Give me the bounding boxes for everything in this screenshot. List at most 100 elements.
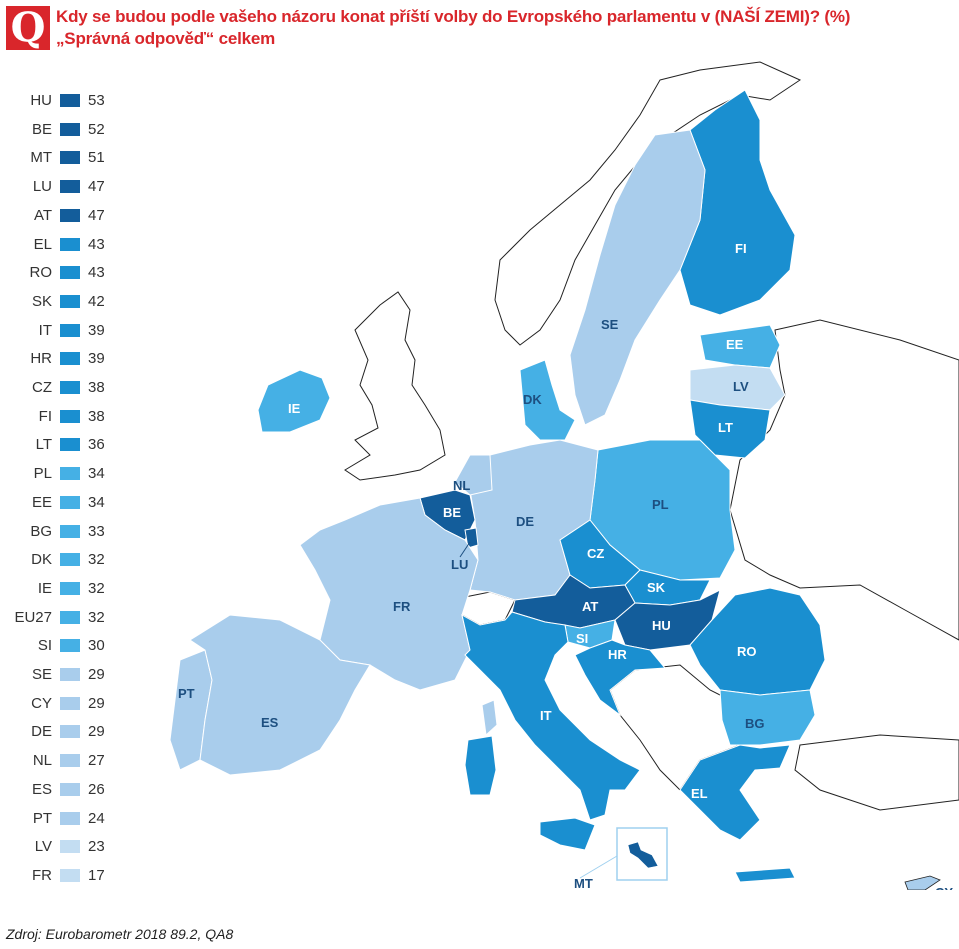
- legend-row-cy: CY 29: [0, 693, 140, 713]
- legend-swatch: [60, 553, 80, 567]
- legend-value: 29: [88, 694, 105, 712]
- map-label-hr: HR: [608, 647, 627, 662]
- country-lt: [689, 399, 771, 459]
- map-label-el: EL: [691, 786, 708, 801]
- legend-value: 42: [88, 292, 105, 310]
- legend-code: HR: [30, 350, 52, 368]
- legend-swatch: [60, 782, 80, 796]
- legend-swatch: [60, 323, 80, 337]
- legend-code: BE: [31, 120, 52, 138]
- legend-value: 47: [88, 178, 105, 196]
- legend-row-fi: FI 38: [0, 406, 140, 426]
- country-it-sicily: [539, 817, 596, 851]
- legend-row-si: SI 30: [0, 635, 140, 655]
- legend-code: LV: [34, 838, 52, 856]
- question-badge: Q: [6, 6, 50, 50]
- map-label-ie: IE: [288, 401, 301, 416]
- legend-row-bg: BG 33: [0, 521, 140, 541]
- legend-value: 34: [88, 493, 105, 511]
- land-russia-belarus-ukraine: [729, 319, 959, 641]
- map-label-nl: NL: [453, 478, 470, 493]
- legend-swatch: [60, 381, 80, 394]
- country-cy: [904, 875, 941, 890]
- legend-row-es: ES 26: [0, 779, 140, 799]
- legend-value: 36: [88, 436, 105, 454]
- legend-swatch: [60, 94, 80, 107]
- legend-value: 32: [88, 551, 105, 569]
- map-label-pt: PT: [178, 686, 195, 701]
- map-label-es: ES: [261, 715, 279, 730]
- legend-row-lv: LV 23: [0, 836, 140, 856]
- legend-value: 29: [88, 723, 105, 741]
- legend-swatch: [60, 122, 80, 136]
- legend-swatch: [60, 467, 80, 481]
- legend-swatch: [60, 725, 80, 739]
- country-el: [679, 744, 791, 841]
- legend-value: 38: [88, 407, 105, 425]
- legend-row-ro: RO 43: [0, 262, 140, 282]
- legend-swatch: [60, 639, 80, 653]
- legend-swatch: [60, 180, 80, 194]
- map-label-lv: LV: [733, 379, 749, 394]
- legend-code: CY: [31, 694, 52, 712]
- legend-value: 32: [88, 608, 105, 626]
- legend-swatch: [60, 495, 80, 509]
- legend-code: IT: [38, 321, 52, 339]
- legend-code: PL: [33, 465, 52, 483]
- country-lu: [464, 527, 479, 549]
- country-hr: [574, 639, 667, 717]
- legend-code: HU: [30, 92, 52, 109]
- map-label-ee: EE: [726, 337, 744, 352]
- legend-code: MT: [30, 149, 52, 167]
- legend-code: FI: [38, 407, 52, 425]
- country-se: [569, 129, 706, 426]
- legend-swatch: [60, 840, 80, 854]
- legend-code: SI: [37, 637, 52, 655]
- legend-row-at: AT 47: [0, 205, 140, 225]
- country-el-crete: [734, 867, 796, 883]
- legend-swatch: [60, 754, 80, 768]
- legend-code: ES: [31, 780, 52, 798]
- legend-code: EL: [33, 235, 52, 253]
- legend-row-be: BE 52: [0, 119, 140, 139]
- map-label-fr: FR: [393, 599, 411, 614]
- map-label-cz: CZ: [587, 546, 604, 561]
- legend-row-lu: LU 47: [0, 176, 140, 196]
- lu-pointer: [459, 541, 471, 558]
- country-fr: [299, 497, 479, 691]
- legend-value: 23: [88, 838, 105, 856]
- legend-code: SK: [31, 292, 52, 310]
- legend-value: 17: [88, 866, 105, 884]
- country-mt: [627, 841, 659, 869]
- legend-value: 26: [88, 780, 105, 798]
- legend-swatch: [60, 438, 80, 452]
- legend-row-cz: CZ 38: [0, 377, 140, 397]
- legend-swatch: [60, 208, 80, 222]
- title-line-2: „Správná odpověď“ celkem: [56, 29, 276, 48]
- source-note: Zdroj: Eurobarometr 2018 89.2, QA8: [6, 926, 234, 942]
- country-ro: [689, 587, 826, 696]
- map-label-lt: LT: [718, 420, 733, 435]
- legend-code: DK: [31, 551, 52, 569]
- legend-swatch: [60, 668, 80, 681]
- legend-value: 33: [88, 522, 105, 540]
- malta-inset-frame: [616, 827, 668, 881]
- legend-row-de: DE 29: [0, 721, 140, 741]
- legend-code: AT: [33, 206, 52, 224]
- legend-row-sk: SK 42: [0, 291, 140, 311]
- legend-code: IE: [37, 579, 52, 597]
- legend-swatch: [60, 409, 80, 423]
- legend-row-dk: DK 32: [0, 549, 140, 569]
- country-nl: [454, 454, 493, 496]
- map-label-hu: HU: [652, 618, 671, 633]
- map-label-se: SE: [601, 317, 619, 332]
- map-label-cy: CY: [935, 885, 953, 890]
- map-label-pl: PL: [652, 497, 669, 512]
- map-label-at: AT: [582, 599, 598, 614]
- legend-code: EU27: [14, 608, 52, 626]
- map-label-sk: SK: [647, 580, 666, 595]
- legend-code: SE: [31, 666, 52, 683]
- legend-swatch: [60, 868, 80, 882]
- land-uk: [344, 291, 446, 481]
- map-label-de: DE: [516, 514, 534, 529]
